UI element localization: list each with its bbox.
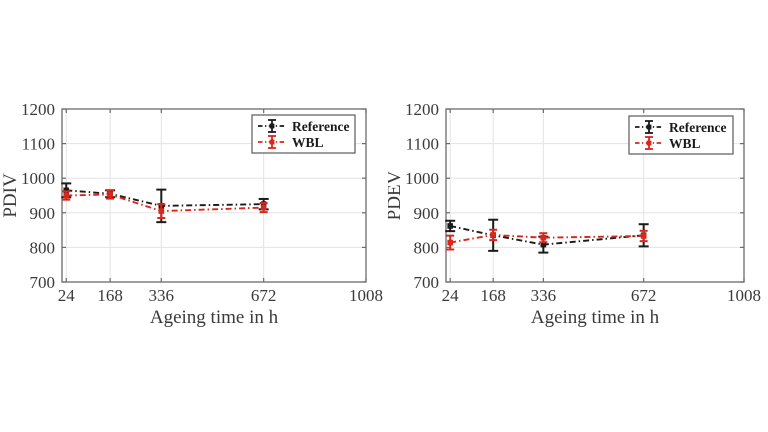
y-tick-label: 1000 xyxy=(21,169,55,188)
x-tick-label: 168 xyxy=(480,286,506,305)
data-marker-wbl xyxy=(260,204,267,211)
data-marker-wbl xyxy=(158,208,165,214)
y-tick-label: 1000 xyxy=(405,169,439,188)
series-line-reference xyxy=(449,225,644,246)
x-axis-label: Ageing time in h xyxy=(531,307,660,328)
pdiv-chart: 24 168 336 672 1008 700 800 900 1000 1100 1200 Agei… xyxy=(0,100,383,328)
x-tick-label: 168 xyxy=(97,286,123,305)
legend-label-reference: Reference xyxy=(292,119,349,134)
data-marker-wbl xyxy=(490,232,496,238)
x-tick-label: 1008 xyxy=(727,286,761,305)
data-marker-wbl xyxy=(540,234,547,241)
series-line-wbl xyxy=(450,233,644,244)
data-marker-reference xyxy=(447,223,453,229)
y-tick-label: 800 xyxy=(414,238,440,257)
legend-label-reference: Reference xyxy=(669,120,726,135)
y-axis-label: PDIV xyxy=(0,173,21,218)
legend-label-wbl: WBL xyxy=(292,135,324,150)
y-tick-label: 1100 xyxy=(22,135,55,154)
series-line-reference xyxy=(66,189,264,207)
legend-label-wbl: WBL xyxy=(669,136,701,151)
series-line-wbl xyxy=(66,193,264,213)
legend-marker-wbl xyxy=(646,140,652,146)
data-marker-wbl xyxy=(640,233,647,239)
y-tick-label: 900 xyxy=(414,204,440,223)
plot-box xyxy=(61,108,367,283)
legend-marker-reference xyxy=(646,124,652,130)
x-tick-label: 672 xyxy=(631,286,657,305)
legend-marker-reference xyxy=(269,123,275,129)
data-marker-reference xyxy=(540,241,547,248)
y-tick-label: 700 xyxy=(30,273,56,292)
y-axis-label: PDEV xyxy=(388,170,405,220)
data-marker-wbl xyxy=(447,239,453,246)
y-tick-label: 900 xyxy=(30,204,56,223)
x-tick-label: 672 xyxy=(251,286,277,305)
y-tick-label: 1200 xyxy=(405,100,439,119)
y-tick-label: 1200 xyxy=(21,100,55,119)
x-tick-label: 24 xyxy=(58,286,76,305)
plot-box xyxy=(445,108,745,283)
y-tick-label: 700 xyxy=(414,273,440,292)
y-tick-label: 1100 xyxy=(406,135,439,154)
legend-box xyxy=(628,115,734,155)
legend-box xyxy=(251,114,356,154)
data-marker-reference xyxy=(63,187,70,194)
legend-marker-wbl xyxy=(269,139,275,145)
data-marker-wbl xyxy=(107,191,113,198)
x-tick-label: 336 xyxy=(149,286,175,305)
pdev-chart: 24 168 336 672 1008 700 800 900 1000 1100 1200 Agei… xyxy=(388,100,761,328)
x-tick-label: 1008 xyxy=(349,286,383,305)
x-tick-label: 336 xyxy=(531,286,557,305)
x-tick-label: 24 xyxy=(442,286,460,305)
y-tick-label: 800 xyxy=(30,238,56,257)
x-axis-label: Ageing time in h xyxy=(150,307,279,328)
data-marker-wbl xyxy=(63,192,70,199)
